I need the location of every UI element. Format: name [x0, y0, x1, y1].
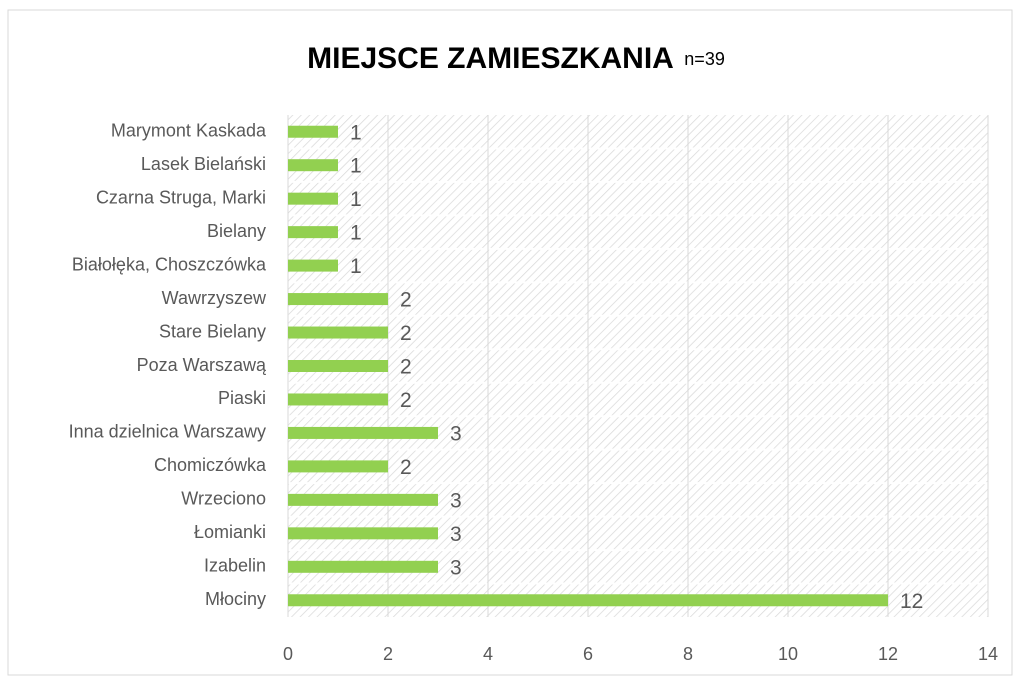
x-tick-label: 12 [878, 644, 898, 664]
x-tick-label: 4 [483, 644, 493, 664]
x-tick-label: 14 [978, 644, 998, 664]
bar [288, 527, 438, 540]
x-tick-label: 2 [383, 644, 393, 664]
bar [288, 326, 388, 339]
value-label: 1 [350, 121, 362, 144]
bar [288, 594, 888, 607]
value-label: 2 [400, 456, 412, 479]
value-label: 2 [400, 289, 412, 312]
value-label: 3 [450, 523, 462, 546]
y-tick-label: Wrzeciono [181, 489, 266, 509]
value-label: 1 [350, 155, 362, 178]
x-tick-label: 0 [283, 644, 293, 664]
bar [288, 393, 388, 406]
value-label: 12 [900, 590, 923, 613]
chart-title: MIEJSCE ZAMIESZKANIA [307, 42, 674, 75]
value-label: 1 [350, 222, 362, 245]
value-label: 2 [400, 322, 412, 345]
x-tick-label: 10 [778, 644, 798, 664]
y-tick-label: Poza Warszawą [137, 355, 267, 375]
y-tick-label: Piaski [218, 388, 266, 408]
y-tick-label: Bielany [207, 221, 266, 241]
bar [288, 259, 338, 272]
y-tick-label: Czarna Struga, Marki [96, 187, 266, 207]
y-tick-label: Stare Bielany [159, 321, 266, 341]
value-label: 2 [400, 389, 412, 412]
value-label: 3 [450, 422, 462, 445]
y-tick-label: Inna dzielnica Warszawy [69, 422, 266, 442]
value-label: 3 [450, 489, 462, 512]
x-tick-label: 8 [683, 644, 693, 664]
value-label: 3 [450, 556, 462, 579]
y-tick-label: Młociny [205, 589, 266, 609]
value-label: 1 [350, 255, 362, 278]
plot-area [288, 115, 988, 617]
y-tick-label: Marymont Kaskada [111, 120, 267, 140]
y-tick-label: Wawrzyszew [162, 288, 267, 308]
x-tick-label: 6 [583, 644, 593, 664]
y-tick-label: Łomianki [194, 522, 266, 542]
bar [288, 426, 438, 439]
y-tick-label: Chomiczówka [154, 455, 267, 475]
chart-subtitle: n=39 [684, 49, 725, 69]
bar [288, 493, 438, 506]
bar [288, 192, 338, 205]
bar [288, 560, 438, 573]
chart-frame [7, 9, 1013, 676]
bar [288, 125, 338, 138]
bar [288, 360, 388, 372]
chart-title-group: MIEJSCE ZAMIESZKANIA n=39 [307, 42, 725, 75]
y-tick-label: Lasek Bielański [141, 154, 266, 174]
bar [288, 226, 338, 239]
bar [288, 460, 388, 473]
y-tick-label: Białołęka, Choszczówka [72, 254, 267, 274]
value-label: 1 [350, 188, 362, 211]
y-tick-label: Izabelin [204, 556, 266, 576]
bar [288, 159, 338, 172]
bar [288, 293, 388, 306]
value-label: 2 [400, 356, 412, 379]
